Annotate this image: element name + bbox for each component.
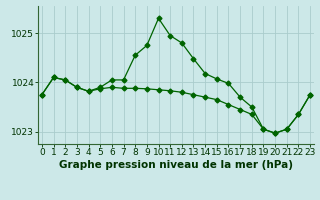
X-axis label: Graphe pression niveau de la mer (hPa): Graphe pression niveau de la mer (hPa) (59, 160, 293, 170)
